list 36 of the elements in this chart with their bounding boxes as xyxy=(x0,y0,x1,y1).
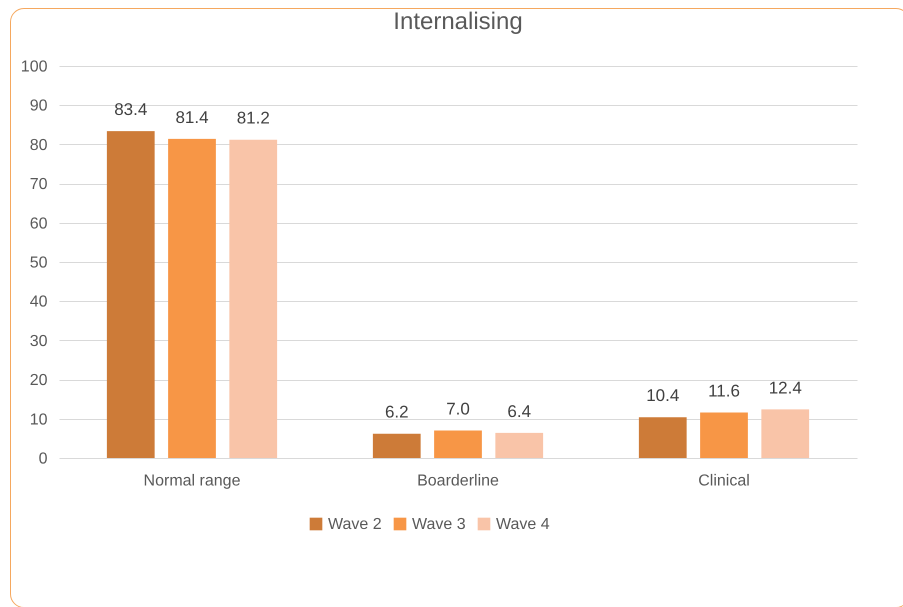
y-tick-label: 40 xyxy=(30,294,48,311)
data-label: 6.4 xyxy=(507,402,532,421)
y-tick-label: 20 xyxy=(30,372,48,390)
y-tick-label: 0 xyxy=(38,450,48,468)
y-tick-label: 80 xyxy=(30,136,48,154)
bar xyxy=(434,430,482,458)
bar xyxy=(700,412,748,458)
y-tick-label: 90 xyxy=(30,98,48,115)
data-label: 11.6 xyxy=(708,382,740,401)
legend-label: Wave 4 xyxy=(496,516,550,533)
y-tick-label: 70 xyxy=(30,176,48,194)
bar xyxy=(638,417,687,458)
y-tick-label: 50 xyxy=(30,254,48,272)
data-label: 12.4 xyxy=(768,378,802,398)
y-tick-label: 30 xyxy=(30,332,48,350)
legend-label: Wave 3 xyxy=(412,516,466,533)
x-tick-label: Boarderline xyxy=(417,472,500,490)
y-tick-label: 60 xyxy=(30,215,48,232)
bar xyxy=(168,138,216,458)
y-tick-label: 10 xyxy=(30,411,48,428)
bar xyxy=(761,409,810,458)
legend-label: Wave 2 xyxy=(328,516,382,533)
data-label: 7.0 xyxy=(446,400,470,419)
data-label: 10.4 xyxy=(646,386,680,406)
x-tick-label: Clinical xyxy=(698,472,750,490)
data-label: 81.4 xyxy=(175,108,209,127)
bar xyxy=(106,131,155,458)
chart-title: Internalising xyxy=(393,8,523,35)
bar xyxy=(229,140,278,458)
data-label: 81.2 xyxy=(236,108,270,128)
bar xyxy=(372,434,421,458)
data-label: 6.2 xyxy=(384,402,409,422)
x-tick-label: Normal range xyxy=(144,472,241,490)
bar xyxy=(495,432,544,458)
y-tick-label: 100 xyxy=(20,58,48,76)
data-label: 83.4 xyxy=(114,100,148,120)
